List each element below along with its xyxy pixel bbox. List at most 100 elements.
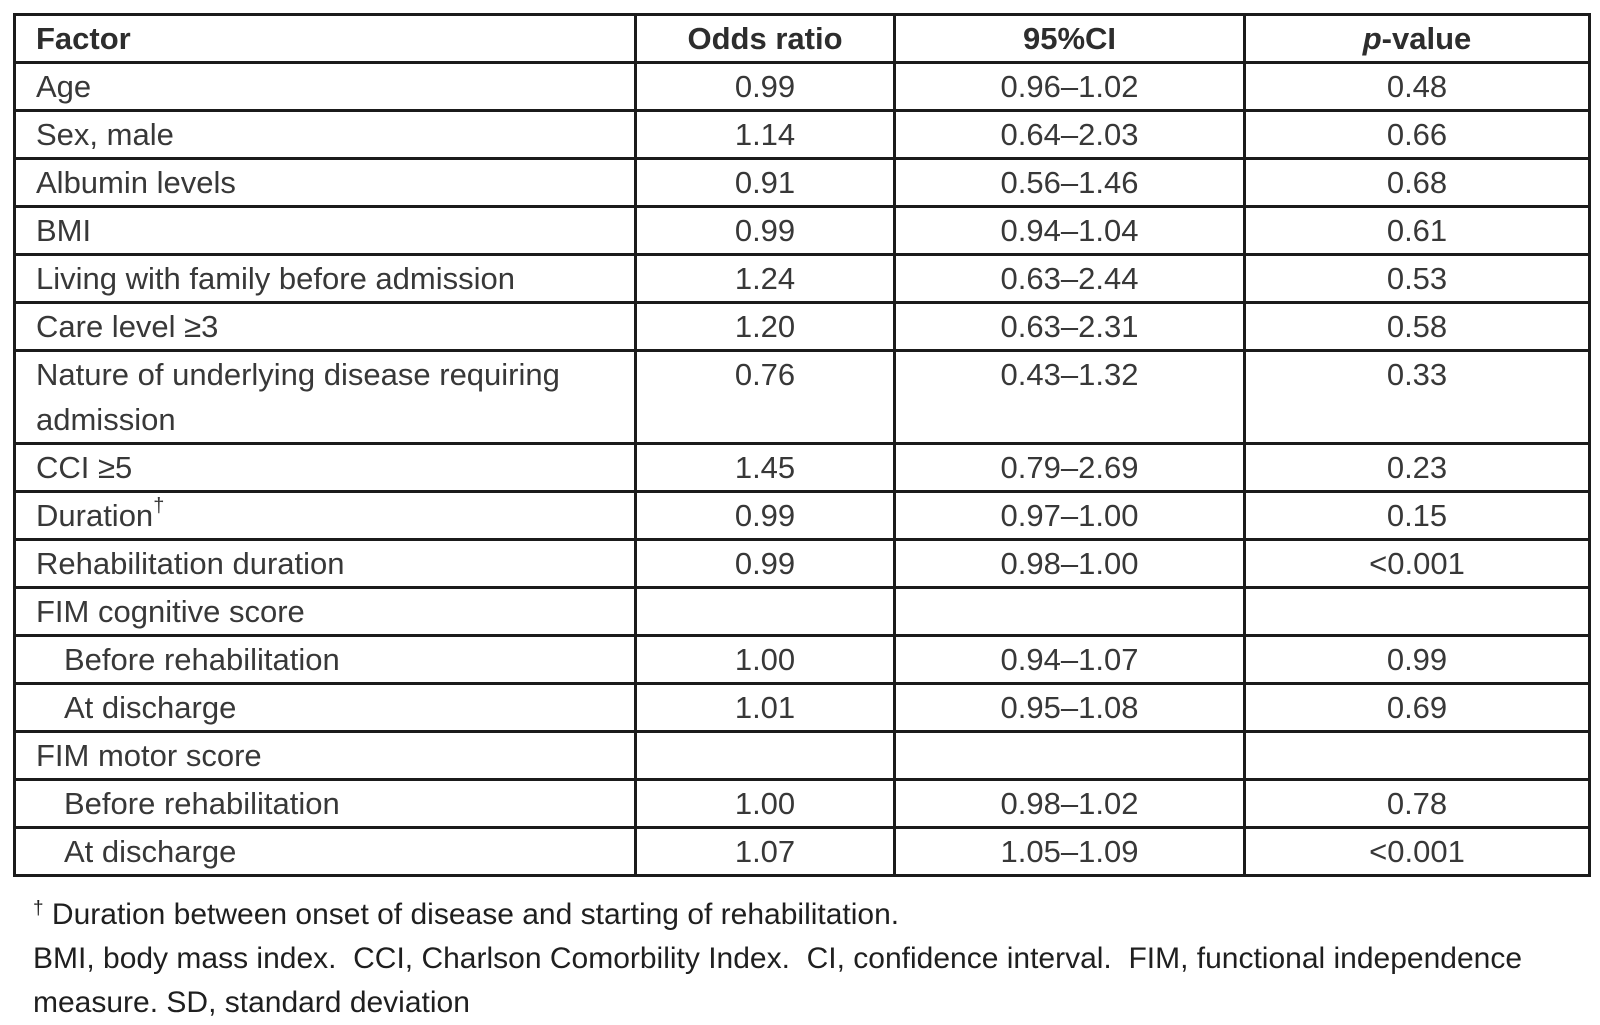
- header-95ci: 95%CI: [893, 13, 1246, 64]
- factor-cell: BMI: [13, 205, 637, 256]
- factor-cell: CCI ≥5: [13, 442, 637, 493]
- footnotes: † Duration between onset of disease and …: [33, 893, 1538, 1025]
- factor-label: CCI ≥5: [36, 450, 133, 485]
- p-value-rest: -value: [1381, 21, 1472, 56]
- factor-cell: At discharge: [13, 826, 637, 877]
- factor-label: FIM motor score: [36, 738, 262, 773]
- odds-cell: 1.07: [634, 826, 896, 877]
- p-cell: <0.001: [1243, 538, 1591, 589]
- ci-cell: 0.56–1.46: [893, 157, 1246, 208]
- table-row: CCI ≥5 1.45 0.79–2.69 0.23: [13, 442, 1591, 493]
- factor-label: Before rehabilitation: [64, 642, 340, 677]
- odds-cell: 1.24: [634, 253, 896, 304]
- factor-label: Before rehabilitation: [64, 786, 340, 821]
- table-row: FIM cognitive score: [13, 586, 1591, 637]
- table-row: Nature of underlying disease requiring a…: [13, 349, 1591, 445]
- p-cell: 0.23: [1243, 442, 1591, 493]
- table-row: Care level ≥3 1.20 0.63–2.31 0.58: [13, 301, 1591, 352]
- results-table-container: Factor Odds ratio 95%CI p-value Age 0.99…: [13, 13, 1591, 877]
- factor-cell: Duration†: [13, 490, 637, 541]
- table-row: Sex, male 1.14 0.64–2.03 0.66: [13, 109, 1591, 160]
- factor-label: Sex, male: [36, 117, 174, 152]
- p-cell: [1243, 730, 1591, 781]
- header-odds-ratio: Odds ratio: [634, 13, 896, 64]
- table-row: Living with family before admission 1.24…: [13, 253, 1591, 304]
- ci-cell: 0.95–1.08: [893, 682, 1246, 733]
- factor-cell: Albumin levels: [13, 157, 637, 208]
- factor-cell: Before rehabilitation: [13, 634, 637, 685]
- factor-label: Albumin levels: [36, 165, 236, 200]
- odds-cell: 1.01: [634, 682, 896, 733]
- table-row: At discharge 1.07 1.05–1.09 <0.001: [13, 826, 1591, 877]
- p-cell: 0.68: [1243, 157, 1591, 208]
- factor-label: Care level ≥3: [36, 309, 219, 344]
- factor-label: At discharge: [64, 834, 237, 869]
- footnote-dagger: † Duration between onset of disease and …: [33, 893, 1538, 937]
- ci-cell: 0.64–2.03: [893, 109, 1246, 160]
- ci-cell: 0.43–1.32: [893, 349, 1246, 445]
- ci-cell: 0.94–1.04: [893, 205, 1246, 256]
- factor-label: Duration: [36, 498, 154, 533]
- table-header-row: Factor Odds ratio 95%CI p-value: [13, 13, 1591, 64]
- factor-cell: At discharge: [13, 682, 637, 733]
- p-cell: 0.58: [1243, 301, 1591, 352]
- odds-cell: 0.99: [634, 490, 896, 541]
- p-cell: 0.61: [1243, 205, 1591, 256]
- factor-cell: FIM cognitive score: [13, 586, 637, 637]
- odds-cell: 0.76: [634, 349, 896, 445]
- p-cell: 0.78: [1243, 778, 1591, 829]
- factor-cell: Age: [13, 61, 637, 112]
- ci-cell: 0.97–1.00: [893, 490, 1246, 541]
- ci-cell: 1.05–1.09: [893, 826, 1246, 877]
- table-row: Albumin levels 0.91 0.56–1.46 0.68: [13, 157, 1591, 208]
- odds-cell: 0.99: [634, 538, 896, 589]
- p-cell: 0.53: [1243, 253, 1591, 304]
- header-p-value: p-value: [1243, 13, 1591, 64]
- p-cell: 0.66: [1243, 109, 1591, 160]
- odds-cell: 1.14: [634, 109, 896, 160]
- ci-cell: 0.94–1.07: [893, 634, 1246, 685]
- factor-cell: Care level ≥3: [13, 301, 637, 352]
- ci-cell: 0.63–2.44: [893, 253, 1246, 304]
- factor-cell: Rehabilitation duration: [13, 538, 637, 589]
- factor-cell: Living with family before admission: [13, 253, 637, 304]
- odds-cell: 1.45: [634, 442, 896, 493]
- table-row: Duration† 0.99 0.97–1.00 0.15: [13, 490, 1591, 541]
- factor-cell: Before rehabilitation: [13, 778, 637, 829]
- p-cell: 0.99: [1243, 634, 1591, 685]
- odds-cell: 0.99: [634, 205, 896, 256]
- odds-cell: 0.99: [634, 61, 896, 112]
- odds-cell: 1.20: [634, 301, 896, 352]
- ci-cell: 0.98–1.00: [893, 538, 1246, 589]
- header-factor: Factor: [13, 13, 637, 64]
- odds-cell: [634, 730, 896, 781]
- ci-cell: 0.96–1.02: [893, 61, 1246, 112]
- p-cell: 0.15: [1243, 490, 1591, 541]
- footnote-dagger-text: Duration between onset of disease and st…: [43, 898, 900, 931]
- results-table: Factor Odds ratio 95%CI p-value Age 0.99…: [13, 13, 1591, 877]
- factor-label: Rehabilitation duration: [36, 546, 345, 581]
- factor-label: At discharge: [64, 690, 237, 725]
- factor-cell: Sex, male: [13, 109, 637, 160]
- table-row: Rehabilitation duration 0.99 0.98–1.00 <…: [13, 538, 1591, 589]
- p-cell: 0.48: [1243, 61, 1591, 112]
- ci-cell: 0.98–1.02: [893, 778, 1246, 829]
- p-cell: 0.33: [1243, 349, 1591, 445]
- table-row: Before rehabilitation 1.00 0.94–1.07 0.9…: [13, 634, 1591, 685]
- table-row: At discharge 1.01 0.95–1.08 0.69: [13, 682, 1591, 733]
- p-cell: 0.69: [1243, 682, 1591, 733]
- table-row: BMI 0.99 0.94–1.04 0.61: [13, 205, 1591, 256]
- odds-cell: 1.00: [634, 634, 896, 685]
- odds-cell: 1.00: [634, 778, 896, 829]
- table-row: Before rehabilitation 1.00 0.98–1.02 0.7…: [13, 778, 1591, 829]
- factor-cell: Nature of underlying disease requiring a…: [13, 349, 637, 445]
- factor-cell: FIM motor score: [13, 730, 637, 781]
- factor-label: FIM cognitive score: [36, 594, 305, 629]
- factor-label: Nature of underlying disease requiring a…: [36, 357, 560, 437]
- ci-cell: [893, 586, 1246, 637]
- ci-cell: 0.79–2.69: [893, 442, 1246, 493]
- p-value-italic-p: p: [1362, 21, 1382, 56]
- ci-cell: [893, 730, 1246, 781]
- ci-cell: 0.63–2.31: [893, 301, 1246, 352]
